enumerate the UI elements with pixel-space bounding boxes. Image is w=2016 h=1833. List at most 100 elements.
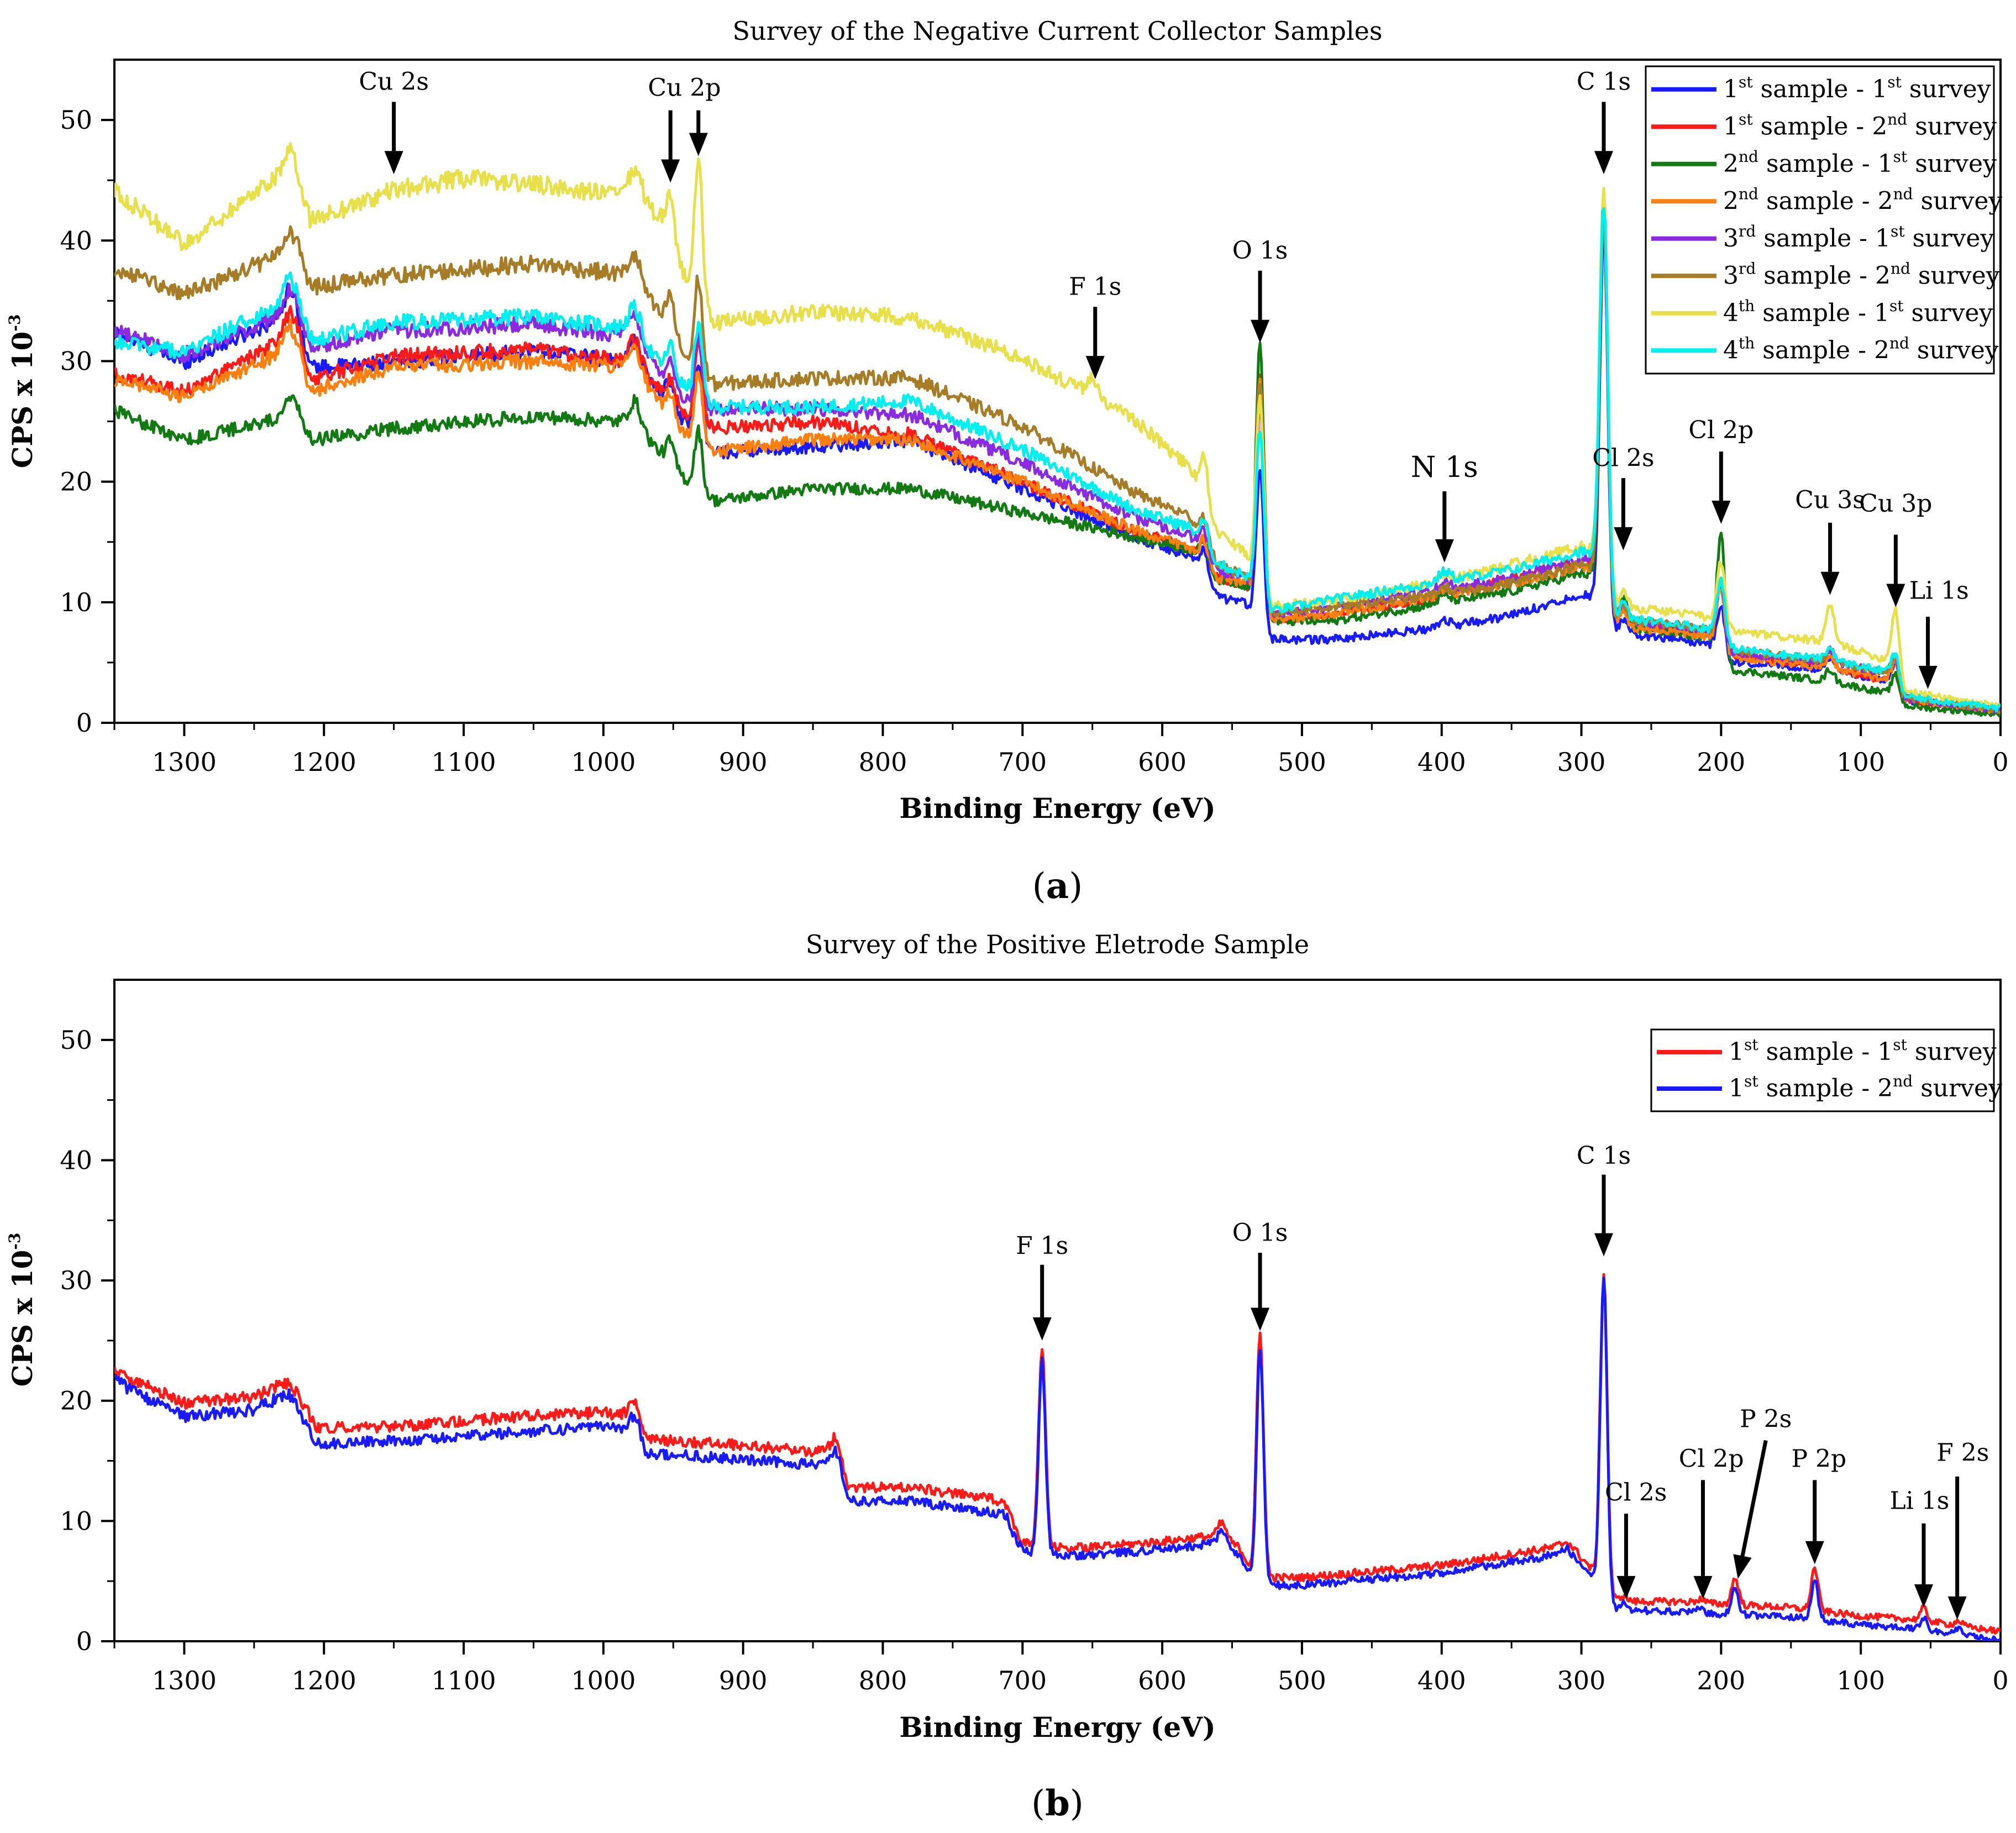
legend-survey-number: 2 [1877,1074,1893,1102]
y-tick-label: 10 [60,587,92,617]
legend-sample-number: 1 [1729,1074,1744,1102]
peak-label: Cu 3p [1859,490,1932,518]
legend-mid-text: sample - [1756,261,1875,290]
peak-arrow-shaft [1740,1440,1768,1557]
legend-sample-number: 3 [1723,261,1739,290]
peak-arrow-head [1435,539,1454,563]
y-axis-label-sup: -3 [6,314,24,332]
y-tick-label: 30 [60,1265,92,1295]
legend-box [1645,65,1995,375]
legend-survey-number: 1 [1877,1038,1893,1066]
peak-arrow-head [1616,1575,1636,1599]
panel-label-close: ) [1070,1783,1084,1824]
legend-survey-suffix: nd [1887,110,1907,128]
legend-sample-suffix: rd [1739,222,1756,240]
legend-survey-number: 1 [1872,75,1887,103]
legend-sample-suffix: th [1739,334,1755,352]
x-tick-label: 400 [1418,1666,1466,1695]
x-tick-label: 800 [859,747,907,777]
panel-label-open: ( [1032,866,1046,907]
peak-arrow-head [1918,665,1938,689]
panel-label-close: ) [1069,866,1083,907]
x-tick-label: 500 [1278,747,1326,777]
legend-tail-text: survey [1913,1074,2002,1102]
panel-label: (b) [1031,1783,1084,1824]
x-tick-label: 1100 [431,1666,496,1695]
legend-tail-text: survey [1907,150,1997,178]
legend-mid-text: sample - [1758,187,1878,215]
peak-label: Li 1s [1909,576,1969,605]
panel-label: (a) [1032,865,1083,907]
legend-entry: 2nd sample - 2nd survey [1723,185,2002,215]
peak-label: F 1s [1016,1232,1068,1260]
legend-entry: 3rd sample - 2nd survey [1723,259,2000,290]
legend-sample-suffix: rd [1739,259,1756,277]
legend-mid-text: sample - [1755,336,1874,364]
peak-arrow-head [384,151,403,175]
legend-sample-suffix: st [1739,73,1753,91]
legend-mid-text: sample - [1758,1074,1878,1102]
x-tick-label: 500 [1278,1666,1326,1695]
legend-sample-number: 4 [1723,299,1739,327]
peak-label: Cu 3s [1795,486,1865,514]
y-axis-label-main: CPS x 10 [6,332,39,469]
y-axis-label: CPS x 10-3 [6,1233,39,1387]
y-tick-label: 0 [76,1626,92,1656]
series-group [114,142,2001,717]
series-line-2 [114,1277,2001,1641]
x-tick-label: 1100 [431,747,496,777]
annotations: Cu 2s Cu 2p F 1s O 1s N 1s C 1s Cl 2s Cl 2p Cu 3… [359,68,1969,689]
legend-mid-text: sample - [1753,75,1872,103]
legend-mid-text: sample - [1758,1038,1878,1066]
legend-survey-number: 2 [1878,187,1893,215]
series-line-1 [114,1273,2001,1635]
legend-survey-suffix: st [1891,222,1905,240]
peak-label: N 1s [1411,451,1478,484]
chart-title: Survey of the Positive Eletrode Sample [806,929,1309,959]
peak-label: O 1s [1232,1219,1288,1247]
y-axis-label-sup: -3 [6,1233,24,1250]
x-tick-label: 100 [1836,1666,1885,1695]
x-tick-label: 300 [1557,1666,1606,1695]
legend-entry: 3rd sample - 1st survey [1723,222,1994,253]
legend-survey-suffix: nd [1893,185,1913,203]
peak-arrow-head [1733,1554,1752,1579]
legend-survey-suffix: st [1893,1036,1907,1054]
x-axis-label: Binding Energy (eV) [899,792,1215,824]
legend-survey-number: 1 [1878,150,1893,178]
peak-arrow-head [1614,527,1633,550]
legend-sample-suffix: st [1744,1072,1758,1090]
legend-sample-number: 2 [1723,150,1739,178]
legend-tail-text: survey [1902,75,1991,103]
legend-survey-suffix: nd [1889,334,1909,352]
legend-entry: 2nd sample - 1st survey [1723,148,1997,178]
legend-tail-text: survey [1909,336,1999,364]
annotations: F 1s O 1s C 1s Cl 2s Cl 2p P 2s P 2p Li 1s F 2s [1016,1142,1989,1620]
legend-survey-suffix: st [1887,73,1902,91]
x-tick-label: 1000 [571,747,636,777]
legend-survey-number: 1 [1875,224,1891,253]
x-tick-label: 0 [1992,1666,2008,1695]
peak-label: O 1s [1232,237,1288,265]
x-tick-label: 0 [1992,747,2008,777]
legend-box [1650,1028,1995,1112]
peak-label: Cl 2s [1605,1478,1667,1506]
peak-arrow-head [1085,356,1105,380]
peak-arrow-head [1693,1575,1713,1599]
legend-sample-number: 4 [1723,336,1739,364]
peak-label: C 1s [1577,68,1631,96]
legend-tail-text: survey [1910,261,2000,290]
peak-label: Cl 2s [1592,444,1654,472]
legend-sample-suffix: th [1739,297,1755,315]
x-tick-label: 200 [1697,747,1745,777]
peak-arrow-head [689,133,708,156]
y-tick-label: 20 [60,467,92,497]
y-tick-label: 40 [60,225,92,255]
x-tick-label: 600 [1138,747,1186,777]
x-tick-label: 1200 [292,1666,356,1695]
x-tick-label: 1000 [571,1666,636,1695]
chart-title: Survey of the Negative Current Collector… [732,16,1382,46]
legend-entry: 1st sample - 2nd survey [1723,110,1997,140]
legend-entry: 1st sample - 2nd survey [1729,1072,2002,1102]
